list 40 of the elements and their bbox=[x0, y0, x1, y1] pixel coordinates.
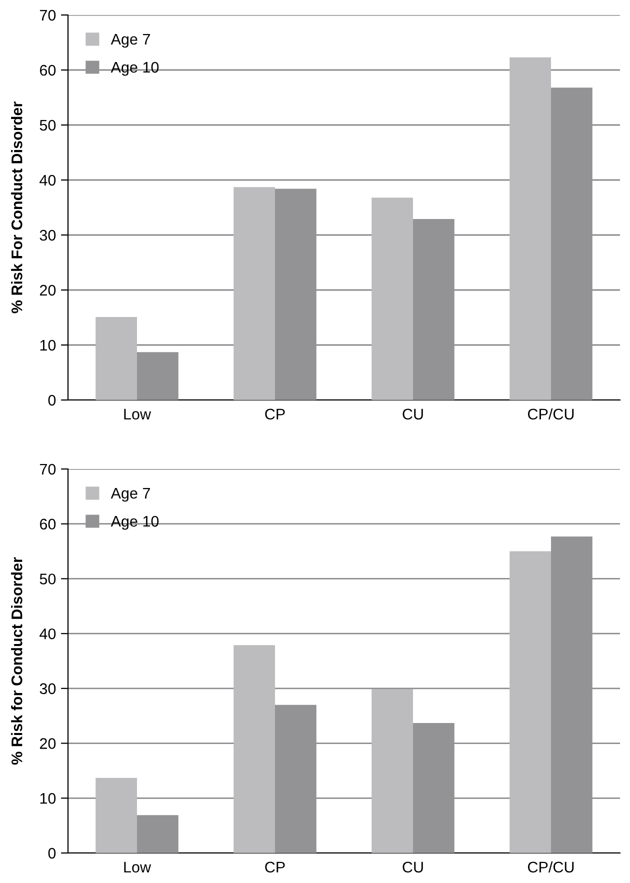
y-tick-label: 40 bbox=[40, 628, 56, 640]
y-tick-label: 10 bbox=[40, 793, 56, 804]
y-tick-label: 0 bbox=[48, 394, 56, 406]
bar bbox=[137, 815, 178, 853]
y-tick-label: 20 bbox=[40, 738, 56, 749]
y-tick-label: 30 bbox=[40, 230, 56, 241]
bar bbox=[372, 688, 413, 853]
bar bbox=[372, 198, 413, 400]
y-tick-label: 30 bbox=[40, 683, 56, 694]
bar bbox=[96, 316, 137, 400]
x-tick-label: CP/CU bbox=[528, 408, 574, 420]
x-tick-label: Low bbox=[124, 408, 152, 420]
y-tick-label: 20 bbox=[40, 284, 56, 296]
bar bbox=[137, 352, 178, 400]
bar bbox=[96, 778, 137, 853]
x-tick-label: CU bbox=[402, 408, 423, 420]
y-tick-label: 50 bbox=[40, 120, 56, 131]
x-tick-label: Low bbox=[124, 862, 152, 873]
bar bbox=[510, 551, 551, 853]
bar bbox=[510, 57, 551, 400]
legend-label: Age 7 bbox=[110, 34, 150, 48]
x-tick-label: CP bbox=[265, 862, 285, 873]
y-tick-label: 40 bbox=[40, 174, 56, 186]
y-tick-label: 10 bbox=[40, 340, 56, 351]
legend-label: Age 10 bbox=[110, 516, 159, 530]
y-tick-label: 70 bbox=[40, 10, 56, 21]
legend-label: Age 7 bbox=[110, 488, 150, 502]
y-tick-label: 60 bbox=[40, 64, 56, 76]
y-tick-label: 70 bbox=[40, 464, 56, 475]
x-tick-label: CP/CU bbox=[528, 861, 574, 873]
y-axis-title: % Risk for Conduct Disorder bbox=[11, 557, 22, 765]
y-axis-title: % Risk For Conduct Disorder bbox=[11, 102, 22, 314]
y-tick-label: 50 bbox=[40, 574, 56, 584]
bar bbox=[234, 187, 275, 400]
y-tick-label: 0 bbox=[48, 848, 56, 859]
legend-label: Age 10 bbox=[110, 62, 159, 76]
y-tick-label: 60 bbox=[40, 518, 56, 530]
x-tick-label: CU bbox=[402, 862, 423, 873]
bar bbox=[234, 645, 275, 853]
x-tick-label: CP bbox=[265, 408, 285, 420]
